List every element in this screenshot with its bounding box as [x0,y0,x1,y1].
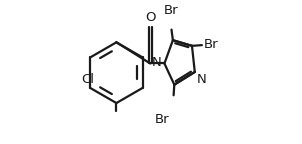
Text: N: N [197,73,206,86]
Text: N: N [152,56,162,69]
Text: Br: Br [204,38,219,51]
Text: Cl: Cl [82,73,95,86]
Text: Br: Br [164,4,179,17]
Text: Br: Br [155,113,170,126]
Text: O: O [145,11,156,24]
